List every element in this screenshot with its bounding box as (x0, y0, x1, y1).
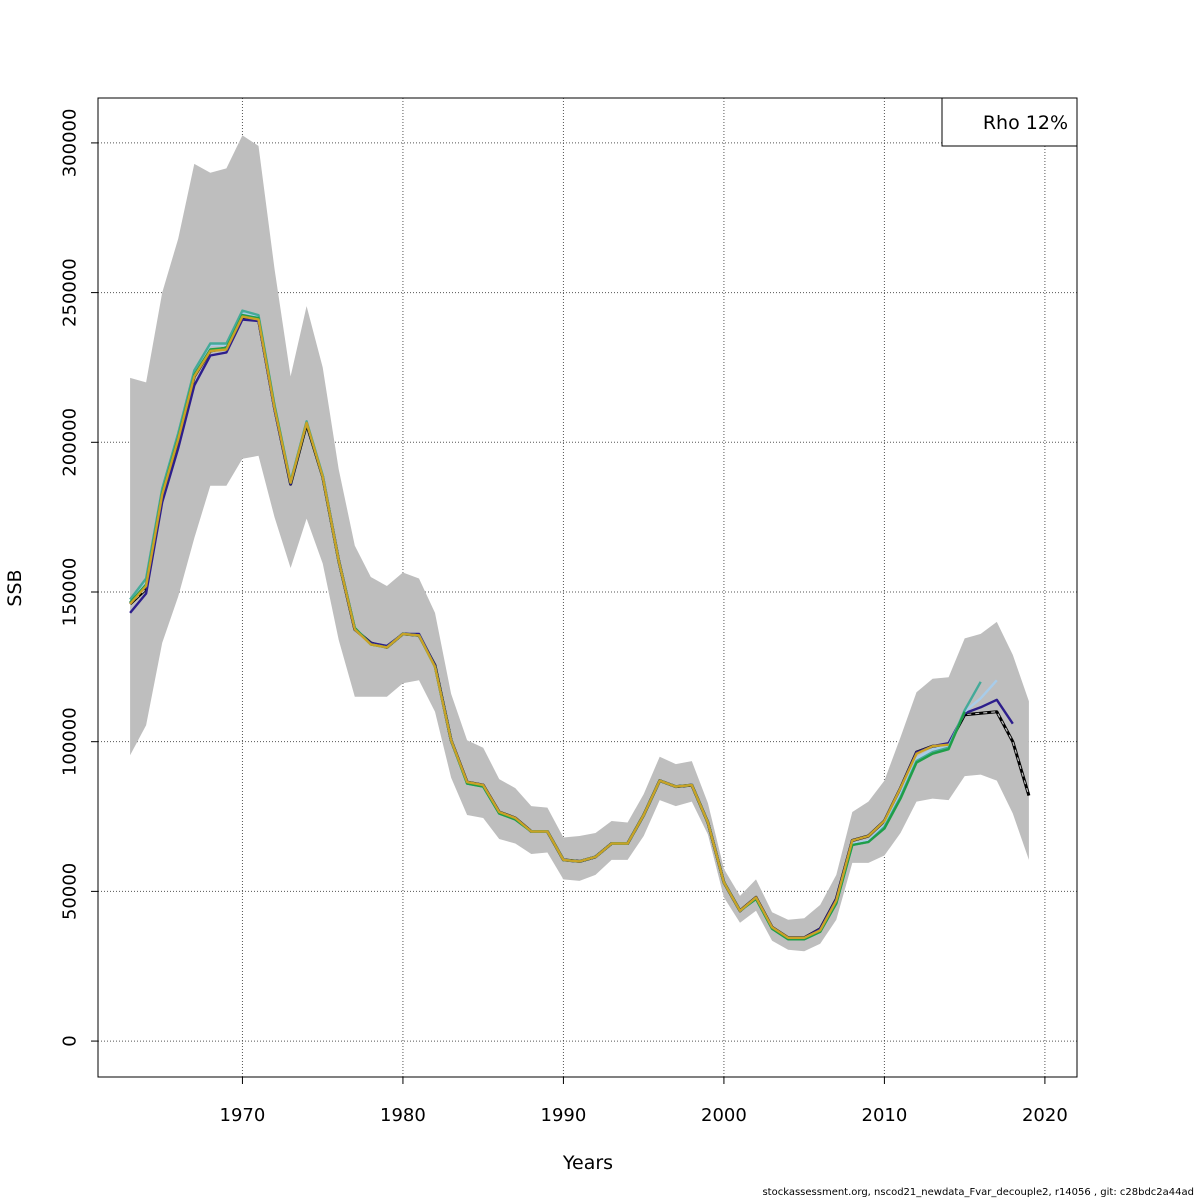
y-tick-label-200000: 200000 (60, 408, 81, 477)
y-tick-label-150000: 150000 (60, 558, 81, 627)
y-axis-title: SSB (4, 569, 26, 606)
confidence-band (130, 135, 1029, 952)
x-tick-label-2020: 2020 (1022, 1105, 1068, 1126)
footer-caption: stockassessment.org, nscod21_newdata_Fva… (762, 1187, 1194, 1198)
y-tick-label-100000: 100000 (60, 707, 81, 776)
x-axis-title: Years (562, 1152, 613, 1174)
x-axis: 1970 1980 1990 2000 2010 2020 (220, 1077, 1068, 1126)
y-axis: 0 50000 100000 150000 200000 250000 300000 (60, 109, 98, 1047)
x-tick-label-1970: 1970 (220, 1105, 266, 1126)
y-tick-label-250000: 250000 (60, 258, 81, 327)
plot-frame (97, 97, 1078, 1078)
x-tick-label-2000: 2000 (701, 1105, 747, 1126)
series-line-peel-2014 (129, 315, 949, 939)
x-tick-label-1980: 1980 (380, 1105, 426, 1126)
y-tick-label-50000: 50000 (60, 863, 81, 920)
legend: Rho 12% (941, 97, 1078, 147)
y-tick-label-0: 0 (60, 1035, 81, 1046)
x-tick-label-1990: 1990 (541, 1105, 587, 1126)
y-tick-label-300000: 300000 (60, 109, 81, 178)
series-group (129, 309, 1031, 941)
legend-box (941, 97, 1078, 147)
legend-label: Rho 12% (983, 112, 1068, 134)
confidence-band-group (130, 135, 1029, 952)
x-tick-label-2010: 2010 (862, 1105, 908, 1126)
